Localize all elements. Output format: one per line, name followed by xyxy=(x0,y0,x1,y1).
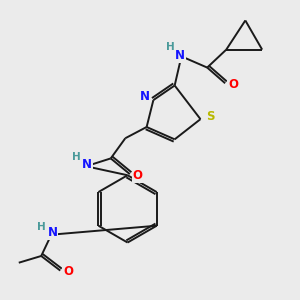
Text: O: O xyxy=(228,78,238,91)
Text: H: H xyxy=(166,42,175,52)
Text: N: N xyxy=(175,49,185,62)
Text: H: H xyxy=(72,152,80,162)
Text: S: S xyxy=(206,110,215,123)
Text: O: O xyxy=(63,265,73,278)
Text: N: N xyxy=(82,158,92,170)
Text: N: N xyxy=(47,226,57,239)
Text: N: N xyxy=(140,90,149,103)
Text: O: O xyxy=(133,169,143,182)
Text: H: H xyxy=(37,222,46,232)
